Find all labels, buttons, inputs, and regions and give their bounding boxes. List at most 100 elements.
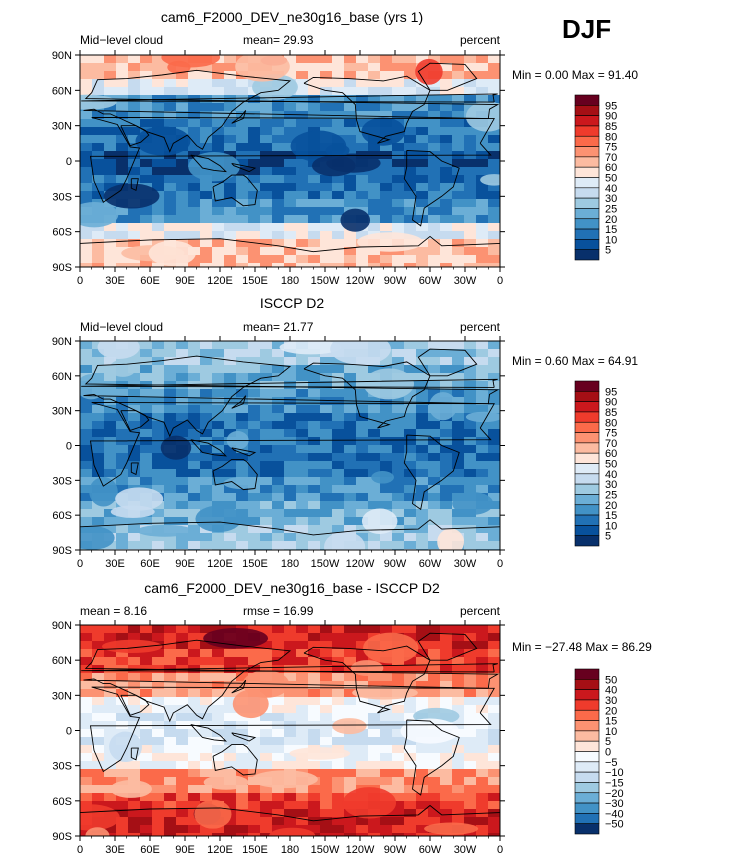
lat-tick-label: 90S [52,831,72,843]
panel-center-label: rmse = 16.99 [243,604,314,618]
colorbar-box [574,483,600,495]
lat-tick-label: 90S [52,262,72,274]
lat-tick-label: 60N [52,371,72,383]
panel-center-label: mean= 29.93 [243,33,314,47]
colorbar-box [574,494,600,506]
lon-tick-label: 60E [140,844,160,856]
colorbar-box [574,432,600,444]
lon-tick-label: 30E [105,275,125,287]
colorbar-box [574,105,600,116]
lon-tick-label: 0 [497,558,503,570]
colorbar-label: 90 [605,111,617,123]
colorbar-label: 10 [605,726,617,738]
lon-tick-label: 180 [281,275,299,287]
colorbar-label: 85 [605,407,617,419]
colorbar-label: 15 [605,224,617,236]
lon-tick-label: 180 [281,844,299,856]
lon-tick-label: 60E [140,558,160,570]
lon-tick-label: 60W [419,275,442,287]
panel-units-label: percent [460,33,501,47]
lon-tick-label: 0 [77,275,83,287]
colorbar-box [574,473,600,485]
colorbar-label: 5 [605,245,611,257]
colorbar-box [574,740,600,752]
colorbar-box [574,125,600,137]
lon-tick-label: 90E [175,275,195,287]
colorbar-box [574,535,600,547]
colorbar-box [574,228,600,240]
colorbar-box [574,156,600,168]
lon-tick-label: 150E [242,844,268,856]
lon-tick-label: 90W [384,844,407,856]
colorbar-label: 40 [605,469,617,481]
lon-tick-label: 120E [207,275,233,287]
lon-tick-label: 90W [384,558,407,570]
colorbar-label: 5 [605,531,611,543]
lon-tick-label: 120W [346,275,375,287]
coastlines [80,348,500,536]
colorbar-label: 70 [605,438,617,450]
colorbar-label: 80 [605,417,617,429]
panel-left-label: mean = 8.16 [80,604,147,618]
lat-tick-label: 90N [52,50,72,62]
colorbar-box [574,668,600,680]
coastlines [80,62,500,253]
colorbar-box [574,166,600,178]
colorbar-box [574,463,600,475]
lat-tick-label: 60N [52,655,72,667]
lat-tick-label: 90N [52,336,72,348]
lon-tick-label: 120E [207,558,233,570]
colorbar-box [574,782,600,794]
colorbar-label: 50 [605,459,617,471]
colorbar-box [574,730,600,742]
lon-tick-label: 90E [175,844,195,856]
colorbar-box [574,761,600,773]
colorbar-box [574,720,600,732]
panel-left-label: Mid−level cloud [80,320,163,334]
colorbar-label: 25 [605,203,617,215]
colorbar-box [574,751,600,763]
colorbar-box [574,187,600,199]
colorbar-box [574,218,600,230]
lon-tick-label: 30W [454,275,477,287]
lat-tick-label: 30N [52,690,72,702]
lon-tick-label: 30E [105,844,125,856]
colorbar-label: 75 [605,142,617,154]
colorbar-box [574,146,600,158]
lon-tick-label: 120E [207,844,233,856]
map-panel-1: 0 30E 60E 90E 120E 150E 180 150W 120W 90W 60W 30W 09… [52,9,639,287]
colorbar-label: 40 [605,685,617,697]
colorbar-box [574,525,600,536]
colorbar-label: 75 [605,428,617,440]
lon-tick-label: 30W [454,558,477,570]
panel-units-label: percent [460,320,501,334]
colorbar-label: 5 [605,736,611,748]
colorbar-label: 50 [605,173,617,185]
lat-tick-label: 30S [52,475,72,487]
lon-tick-label: 150W [311,275,340,287]
panel-left-label: Mid−level cloud [80,33,163,47]
map-panel-2: 0 30E 60E 90E 120E 150E 180 150W 120W 90W 60W 30W 09… [52,295,639,570]
colorbar-label: −5 [605,757,618,769]
lon-tick-label: 0 [77,844,83,856]
min-max-stats: Min = −27.48 Max = 86.29 [512,640,652,654]
lon-tick-label: 120W [346,844,375,856]
colorbar-label: −20 [605,788,624,800]
colorbar-label: −30 [605,798,624,810]
lat-tick-label: 30S [52,761,72,773]
contour-field [80,55,500,267]
colorbar-label: 15 [605,716,617,728]
lat-tick-label: 90N [52,620,72,632]
colorbar-label: 20 [605,214,617,226]
lat-tick-label: 0 [66,726,72,738]
colorbar-label: 20 [605,705,617,717]
panel-title: cam6_F2000_DEV_ne30g16_base (yrs 1) [161,9,423,25]
colorbar-label: 30 [605,695,617,707]
colorbar-label: 95 [605,386,617,398]
colorbar-label: 90 [605,397,617,409]
lon-tick-label: 120W [346,558,375,570]
min-max-stats: Min = 0.60 Max = 64.91 [512,354,638,368]
